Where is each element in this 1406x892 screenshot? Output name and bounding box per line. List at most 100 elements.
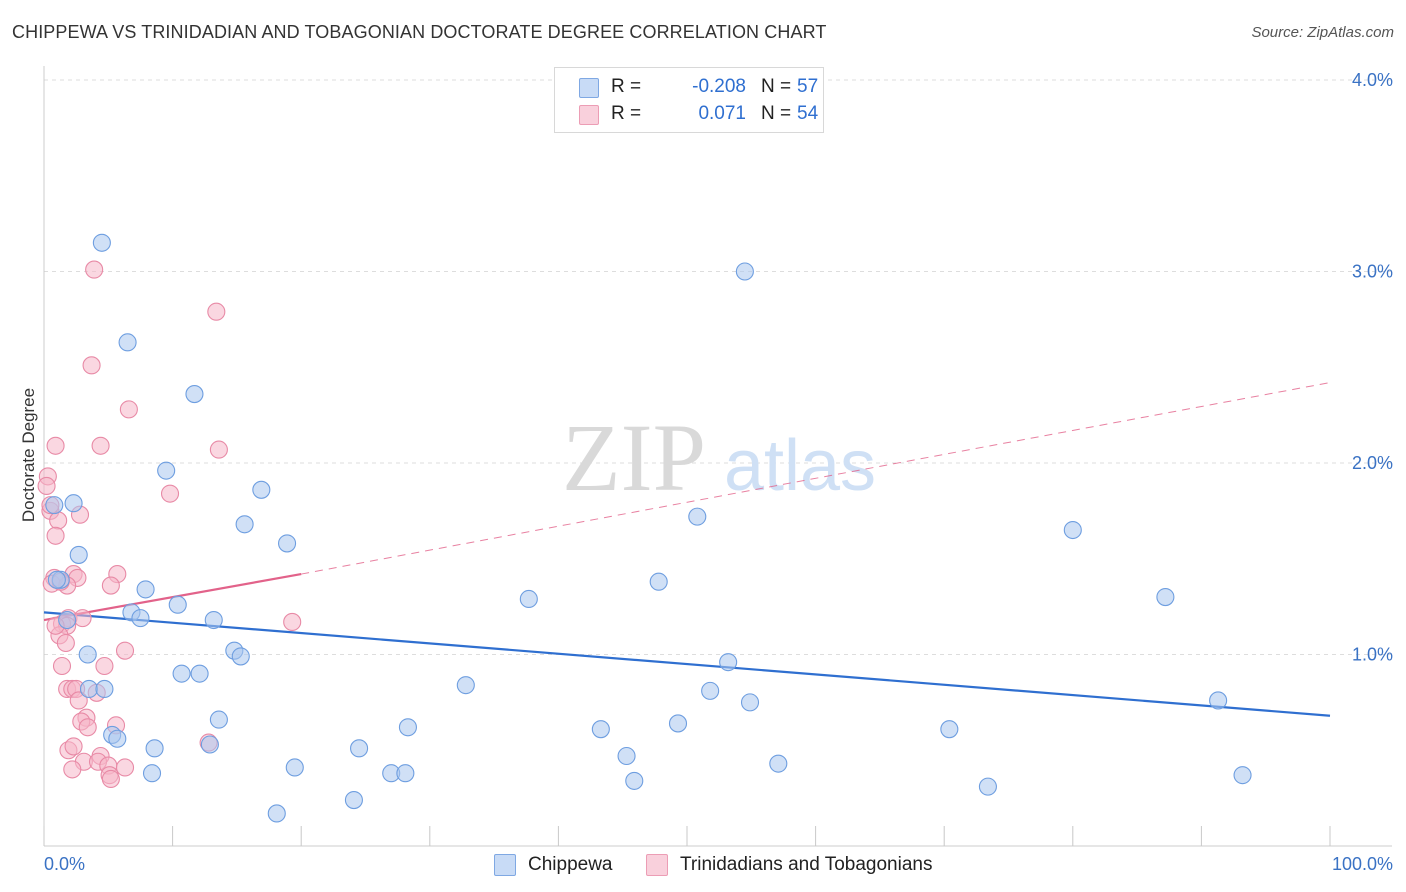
chippewa-point	[1063, 520, 1082, 540]
chippewa-point	[185, 385, 204, 404]
chippewa-point	[940, 720, 959, 739]
chippewa-point	[668, 714, 688, 733]
trinidadians-point	[73, 609, 92, 628]
watermark: ZIP atlas	[562, 404, 876, 511]
legend-swatch-trinidadians	[579, 105, 599, 125]
chippewa-point	[978, 777, 997, 796]
chippewa-point	[95, 679, 114, 699]
legend-r-label: R =	[611, 103, 642, 124]
trinidadians-point	[69, 691, 88, 710]
chippewa-point	[278, 534, 297, 553]
chippewa-point	[131, 609, 150, 628]
trinidadians-point	[160, 484, 180, 503]
legend-label-trinidadians: Trinidadians and Tobagonians	[680, 854, 933, 875]
series-chippewa-points	[45, 233, 1252, 823]
x-tick-label: 0.0%	[44, 854, 85, 874]
trinidadians-point	[101, 769, 120, 789]
chippewa-point	[267, 804, 286, 823]
legend-swatch-trinidadians	[646, 854, 668, 876]
chippewa-point	[204, 610, 223, 630]
chippewa-point	[47, 570, 66, 589]
chippewa-point	[231, 647, 250, 666]
chippewa-point	[688, 507, 707, 526]
trinidadians-point	[209, 440, 228, 459]
grid-lines	[44, 79, 1392, 655]
chippewa-point	[1156, 587, 1175, 607]
legend-item-chippewa: Chippewa	[494, 852, 613, 878]
chippewa-point	[456, 676, 475, 695]
chippewa-point	[591, 720, 610, 739]
trinidadians-point	[64, 737, 83, 756]
trinidadians-point	[49, 511, 68, 530]
legend-r-label: R =	[611, 76, 642, 97]
source-credit: Source: ZipAtlas.com	[1251, 24, 1394, 41]
chippewa-point	[344, 790, 363, 810]
trinidadians-point	[115, 641, 135, 660]
chippewa-point	[398, 718, 417, 737]
y-tick-label: 2.0%	[1352, 453, 1393, 473]
chippewa-point	[79, 679, 99, 699]
chippewa-point	[740, 693, 760, 712]
trinidadians-point	[82, 356, 101, 375]
legend-n-value: 57	[797, 76, 819, 97]
chippewa-point	[649, 572, 668, 591]
trinidadians-point	[37, 476, 56, 496]
legend-r-value: -0.208	[692, 76, 746, 97]
chippewa-point	[252, 480, 271, 499]
legend-item-trinidadians: Trinidadians and Tobagonians	[646, 852, 932, 878]
chippewa-point	[118, 333, 137, 352]
chippewa-point	[172, 664, 191, 683]
chippewa-point	[145, 739, 164, 758]
chippewa-point	[1233, 766, 1252, 785]
trinidadians-point	[85, 260, 104, 279]
chippewa-point	[719, 653, 738, 672]
chippewa-point	[45, 496, 64, 515]
chippewa-point	[190, 664, 209, 683]
trinidadians-point	[115, 758, 135, 777]
legend-r-value: 0.071	[698, 103, 746, 124]
chippewa-point	[136, 580, 155, 599]
legend-swatch-chippewa	[494, 854, 516, 876]
chippewa-point	[350, 739, 369, 758]
chippewa-point	[64, 494, 83, 513]
legend-swatch-chippewa	[579, 78, 599, 98]
chippewa-point	[157, 461, 176, 480]
legend-n-value: 54	[797, 103, 819, 124]
chippewa-point	[701, 681, 720, 700]
y-tick-label: 1.0%	[1352, 645, 1393, 665]
chippewa-point	[285, 758, 304, 777]
legend-label-chippewa: Chippewa	[528, 854, 613, 875]
chippewa-point	[519, 589, 538, 609]
trinidadians-point	[207, 302, 226, 321]
trinidadians-point	[46, 436, 65, 455]
series-trinidadians-points	[37, 260, 302, 789]
series-legend: Chippewa Trinidadians and Tobagonians	[0, 852, 1406, 878]
chippewa-point	[108, 729, 127, 748]
chippewa-point	[209, 710, 228, 729]
watermark-atlas: atlas	[724, 426, 876, 506]
chippewa-trend-line	[43, 611, 1331, 717]
trinidadians-point	[52, 656, 72, 676]
trinidadians-trend-line	[301, 382, 1331, 575]
trinidadians-point	[63, 760, 82, 779]
chippewa-point	[69, 545, 88, 564]
chippewa-point	[58, 610, 77, 630]
chippewa-point	[142, 764, 162, 783]
chippewa-point	[769, 754, 788, 773]
chippewa-point	[78, 645, 97, 664]
axes	[43, 66, 1392, 847]
trinidadians-point	[95, 656, 114, 676]
tick-labels: 1.0% 2.0% 3.0% 4.0% 0.0% 100.0%	[44, 70, 1393, 874]
trinidadians-point	[119, 400, 138, 419]
y-tick-label: 3.0%	[1352, 262, 1393, 282]
chippewa-point	[235, 515, 254, 534]
chippewa-point	[396, 764, 415, 783]
trinidadians-point	[46, 526, 65, 545]
y-axis-label: Doctorate Degree	[19, 388, 38, 522]
legend-n-label: N =	[761, 103, 792, 124]
trinidadians-point	[91, 436, 110, 455]
trinidadians-point	[283, 612, 302, 631]
chart-title: CHIPPEWA VS TRINIDADIAN AND TOBAGONIAN D…	[12, 22, 827, 42]
legend-n-label: N =	[761, 76, 792, 97]
